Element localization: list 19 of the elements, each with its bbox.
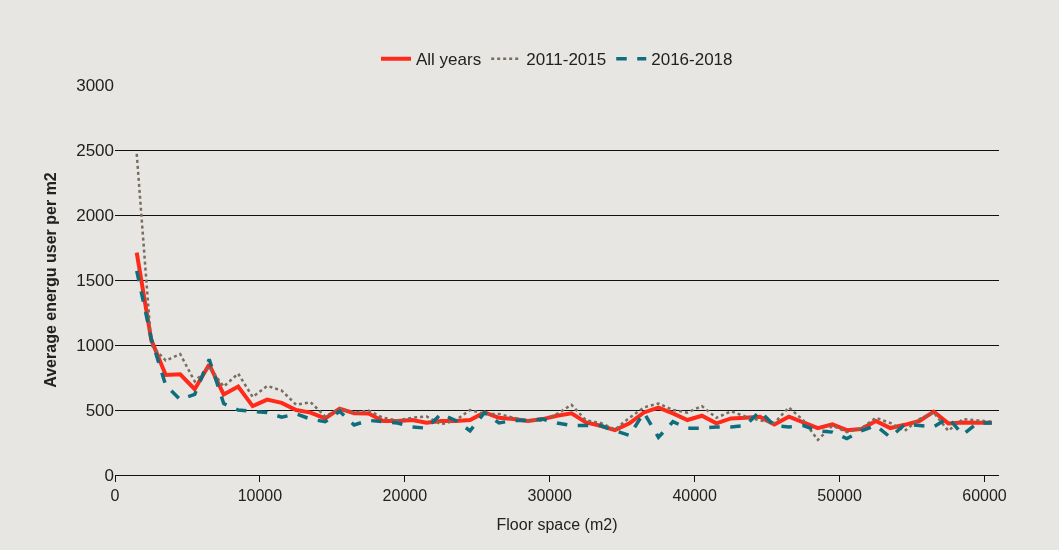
y-tick-label: 3000 [76, 75, 114, 95]
x-tick-label: 60000 [962, 487, 1007, 505]
y-axis-title: Average energu user per m2 [42, 172, 60, 388]
y-tick-label: 500 [85, 400, 114, 420]
x-tick-label: 30000 [527, 487, 573, 505]
x-axis-title: Floor space (m2) [496, 515, 618, 533]
legend-label: 2016-2018 [651, 50, 733, 70]
x-tick-label: 40000 [672, 487, 718, 505]
x-tick-label: 20000 [382, 487, 428, 505]
y-tick-label: 2000 [76, 205, 114, 225]
y-tick-label: 1500 [76, 270, 114, 290]
legend-label: All years [416, 50, 482, 70]
y-tick-label: 2500 [76, 140, 114, 160]
legend-label: 2011-2015 [526, 50, 607, 70]
x-tick-label: 50000 [817, 487, 862, 505]
x-tick-label: 10000 [237, 487, 283, 505]
y-tick-label: 0 [104, 465, 114, 485]
line-series [135, 152, 993, 442]
y-tick-label: 1000 [76, 335, 114, 355]
